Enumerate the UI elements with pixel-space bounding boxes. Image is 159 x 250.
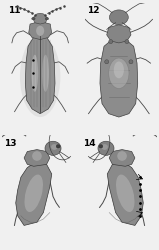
Polygon shape xyxy=(29,21,52,40)
Ellipse shape xyxy=(24,174,43,212)
Ellipse shape xyxy=(99,145,103,148)
Ellipse shape xyxy=(101,144,108,150)
Ellipse shape xyxy=(45,18,49,20)
Ellipse shape xyxy=(109,40,113,44)
Ellipse shape xyxy=(109,10,128,25)
Ellipse shape xyxy=(36,26,44,36)
Polygon shape xyxy=(16,161,52,226)
Text: 13: 13 xyxy=(4,138,16,147)
Ellipse shape xyxy=(117,151,127,161)
Ellipse shape xyxy=(98,141,114,155)
Text: 11: 11 xyxy=(8,6,21,15)
Ellipse shape xyxy=(20,36,60,117)
Polygon shape xyxy=(107,161,143,226)
Ellipse shape xyxy=(56,145,60,148)
Ellipse shape xyxy=(109,58,129,88)
Text: 12: 12 xyxy=(87,6,100,15)
Ellipse shape xyxy=(31,55,38,92)
Polygon shape xyxy=(33,13,48,24)
Ellipse shape xyxy=(114,62,124,78)
Ellipse shape xyxy=(116,174,135,212)
Ellipse shape xyxy=(51,144,58,150)
Text: 14: 14 xyxy=(83,138,95,147)
Ellipse shape xyxy=(125,40,129,44)
Polygon shape xyxy=(109,150,135,166)
Polygon shape xyxy=(100,38,138,117)
Ellipse shape xyxy=(32,151,42,161)
Ellipse shape xyxy=(45,141,61,155)
Ellipse shape xyxy=(32,18,35,20)
Ellipse shape xyxy=(105,60,109,64)
Ellipse shape xyxy=(129,60,133,64)
Ellipse shape xyxy=(42,55,49,92)
Polygon shape xyxy=(107,25,131,43)
Polygon shape xyxy=(25,35,55,114)
Polygon shape xyxy=(24,150,50,166)
